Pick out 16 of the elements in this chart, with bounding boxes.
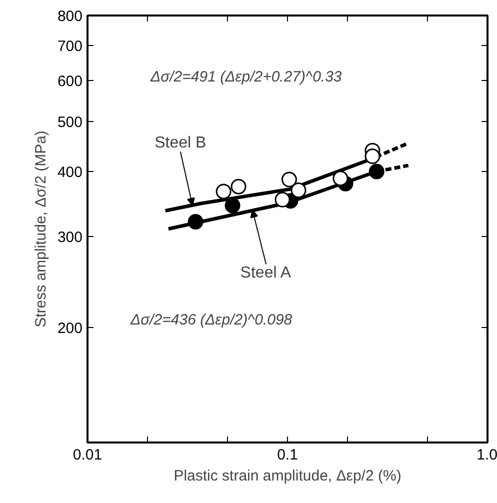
x-axis-title: Plastic strain amplitude, Δεp/2 (%) [174,468,402,484]
annotation: Steel B [154,134,206,152]
y-axis-title: Stress amplitude, Δσ/2 (MPa) [32,130,50,328]
x-tick-label: 0.1 [277,446,298,464]
x-tick-label: 0.01 [72,446,102,464]
annotation: Δσ/2=436 (Δεp/2)^0.098 [130,312,293,328]
y-tick-label: 600 [57,72,83,90]
y-tick-label: 800 [57,8,83,25]
y-tick-label: 300 [57,228,83,246]
annotation: Steel A [240,264,292,282]
y-tick-label: 700 [57,38,83,56]
y-tick-label: 500 [57,114,83,131]
y-tick-label: 200 [57,320,83,338]
y-tick-label: 400 [57,164,83,182]
x-tick-label: 1.0 [476,446,497,464]
annotation: Δσ/2=491 (Δεp/2+0.27)^0.33 [150,68,342,86]
